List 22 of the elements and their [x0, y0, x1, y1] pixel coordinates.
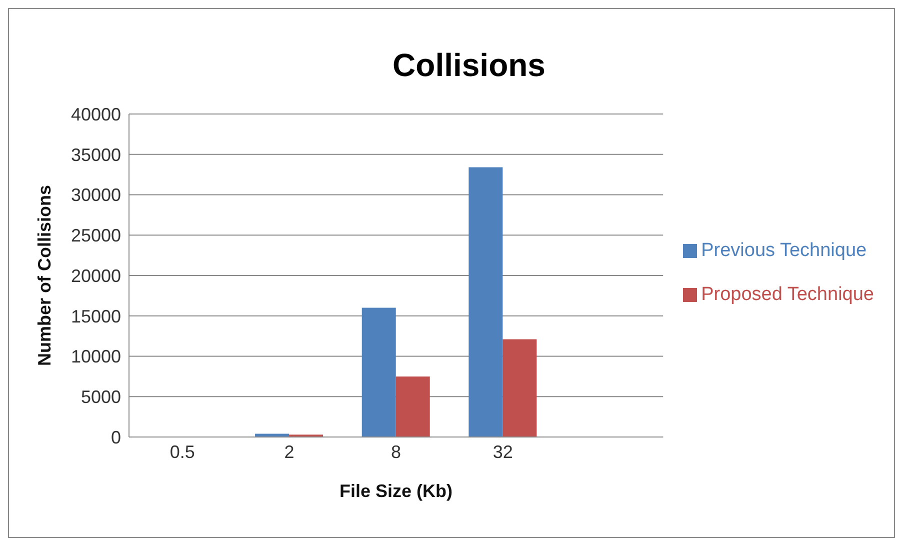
- y-tick-label: 20000: [70, 266, 121, 286]
- y-tick-label: 35000: [70, 144, 121, 165]
- legend-label: Previous Technique: [701, 240, 867, 261]
- chart-title: Collisions: [392, 47, 546, 83]
- x-tick-label: 32: [492, 442, 513, 462]
- x-axis-title: File Size (Kb): [340, 481, 453, 501]
- bar: [502, 339, 537, 437]
- y-tick-label: 40000: [70, 104, 121, 124]
- y-tick-label: 15000: [70, 306, 121, 326]
- legend-label: Proposed Technique: [701, 284, 874, 305]
- x-tick-label: 2: [284, 442, 294, 462]
- x-tick-label: 0.5: [170, 442, 195, 462]
- x-tick-label: 8: [391, 442, 402, 462]
- bar: [362, 308, 396, 437]
- bar: [396, 376, 430, 437]
- y-tick-label: 30000: [70, 185, 121, 206]
- y-tick-label: 0: [110, 427, 121, 448]
- y-tick-label: 25000: [70, 226, 121, 246]
- y-tick-label: 5000: [80, 387, 121, 408]
- bar: [468, 167, 503, 437]
- y-tick-label: 10000: [70, 346, 121, 367]
- y-axis-title: Number of Collisions: [34, 184, 54, 366]
